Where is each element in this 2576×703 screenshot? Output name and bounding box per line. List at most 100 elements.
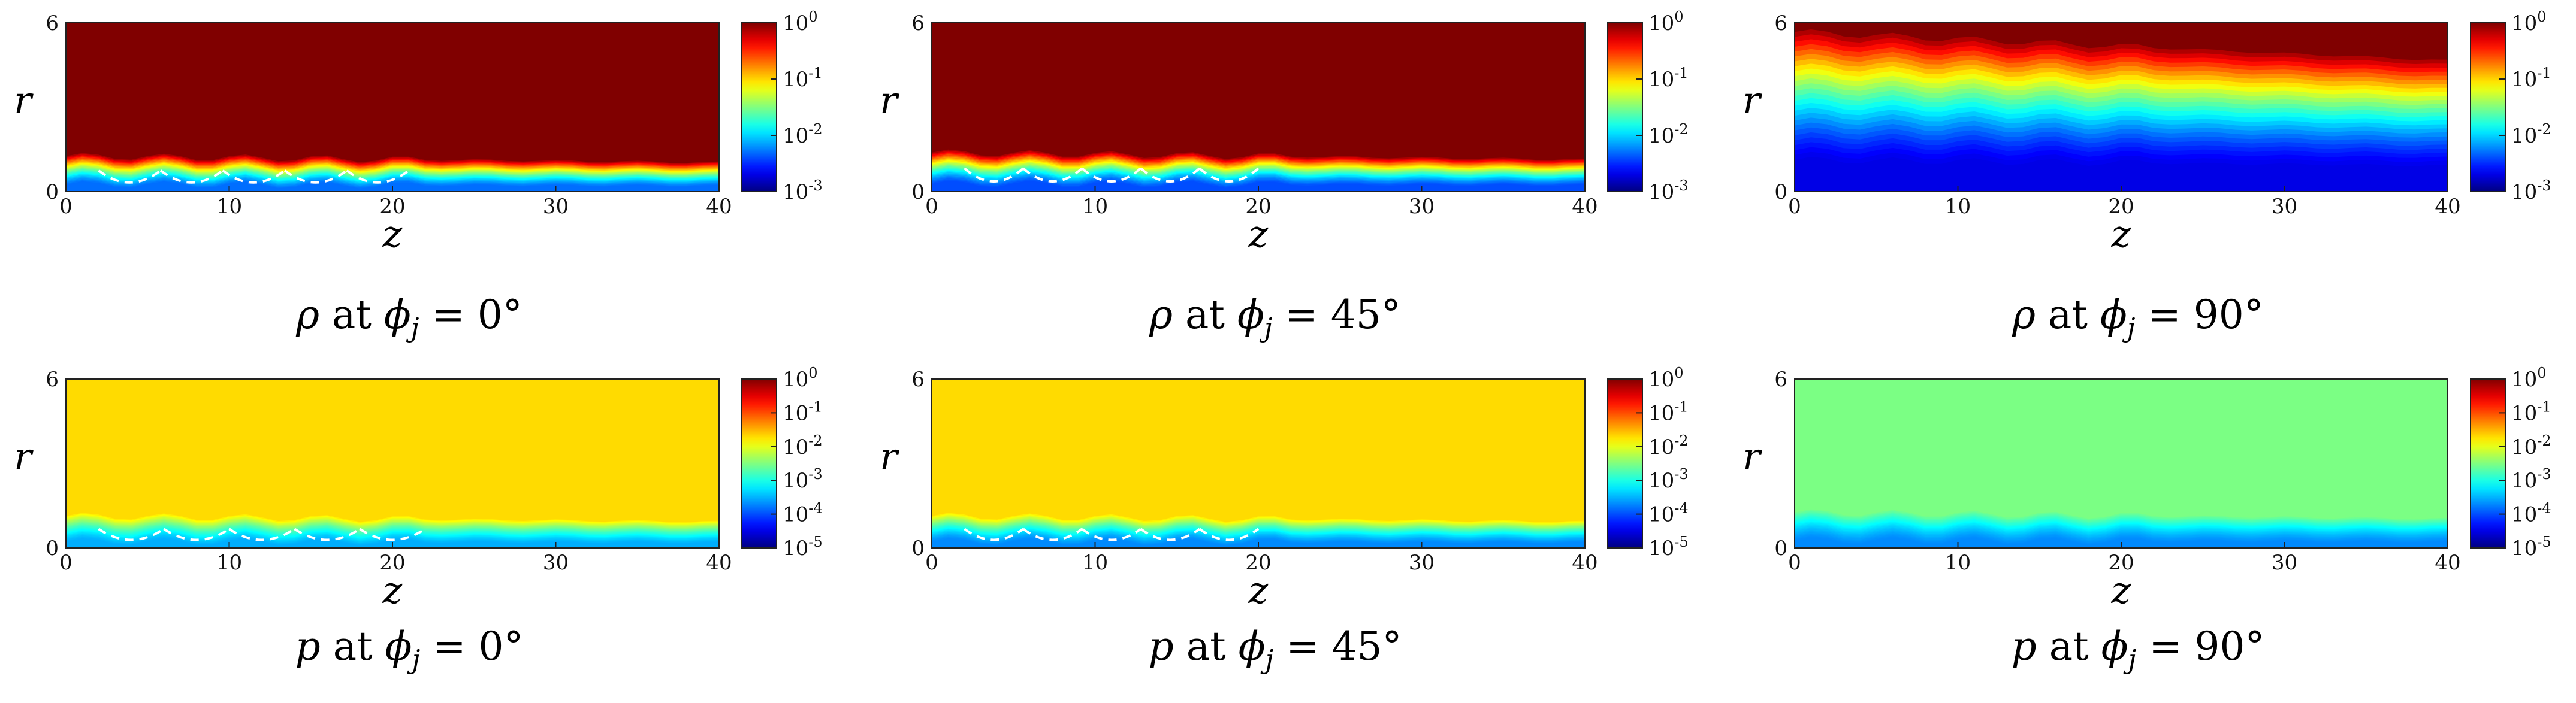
colorbar-tick-label: 10-1	[783, 398, 823, 425]
y-tick-label: 6	[911, 368, 925, 392]
x-tick-label: 10	[216, 195, 242, 219]
x-tick-label: 40	[706, 551, 732, 575]
y-tick-label: 6	[1774, 368, 1787, 392]
heatmap-panel-3: 0 10 20 30 40 0 6 z r 100 10-1 10-2 10-3 ρ at ϕj = 90…	[1743, 8, 2551, 343]
panel-caption: ρ at ϕj = 90°	[2012, 292, 2264, 343]
colorbar	[2470, 378, 2506, 549]
x-axis-label: z	[382, 568, 403, 612]
y-tick-label: 0	[1774, 537, 1787, 560]
y-axis-label: r	[1743, 78, 1762, 122]
colorbar-tick-label: 10-4	[2511, 500, 2551, 527]
colorbar	[741, 378, 777, 549]
colorbar-tick-label: 10-5	[783, 534, 823, 560]
colorbar-tick-label: 100	[1648, 365, 1684, 392]
heatmap-panel-6: 0 10 20 30 40 0 6 z r 100 10-1 10-2 10-3 10-4 10-5 p at…	[1743, 365, 2551, 675]
colorbar-tick-label: 100	[783, 8, 818, 35]
y-axis-label: r	[1743, 435, 1762, 478]
colorbar-tick-label: 10-2	[783, 432, 823, 459]
colorbar	[1607, 378, 1643, 549]
y-axis-label: r	[14, 78, 34, 122]
x-tick-label: 0	[925, 195, 938, 219]
colorbar-tick-label: 10-2	[2511, 121, 2551, 148]
x-tick-label: 30	[2272, 551, 2297, 575]
colorbar-tick-label: 100	[2511, 8, 2547, 35]
heatmap-panel-2: 0 10 20 30 40 0 6 z r 100 10-1 10-2 10-3 ρ at ϕj = 45…	[880, 8, 1688, 343]
x-tick-label: 20	[2108, 195, 2134, 219]
colorbar-tick-label: 10-1	[1648, 398, 1689, 425]
colorbar	[1607, 22, 1643, 192]
heatmap-panel-5: 0 10 20 30 40 0 6 z r 100 10-1 10-2 10-3 10-4 10-5 p at…	[880, 365, 1688, 675]
colorbar-tick-label: 10-5	[2511, 534, 2551, 560]
colorbar-tick-label: 10-2	[1648, 432, 1689, 459]
panel-caption: p at ϕj = 90°	[2012, 623, 2265, 675]
x-tick-label: 40	[1572, 551, 1597, 575]
x-tick-label: 40	[706, 195, 732, 219]
heatmap-panel-1: 0 10 20 30 40 0 6 z r 100 10-1 10-2 10-3 ρ at ϕj = 0°	[14, 8, 822, 343]
y-tick-label: 0	[911, 537, 925, 560]
panel-caption: p at ϕj = 0°	[295, 623, 523, 675]
y-tick-label: 6	[911, 11, 925, 35]
colorbar-tick-label: 10-3	[1648, 466, 1689, 493]
colorbar-tick-label: 10-3	[1648, 177, 1689, 204]
x-tick-label: 30	[543, 195, 569, 219]
colorbar-tick-label: 100	[783, 365, 818, 392]
y-axis-label: r	[14, 435, 34, 478]
colorbar-tick-label: 10-1	[2511, 65, 2551, 92]
x-tick-label: 30	[1409, 195, 1435, 219]
colorbar-tick-label: 10-3	[2511, 466, 2551, 493]
x-tick-label: 20	[1245, 195, 1271, 219]
x-tick-label: 0	[925, 551, 938, 575]
x-tick-label: 0	[1788, 551, 1801, 575]
x-tick-label: 10	[1082, 551, 1108, 575]
x-tick-label: 10	[1945, 551, 1971, 575]
shock-cell-dashes	[98, 169, 410, 184]
x-tick-label: 40	[2435, 551, 2460, 575]
x-tick-label: 20	[1245, 551, 1271, 575]
colorbar-tick-label: 10-2	[2511, 432, 2551, 459]
shock-cell-dashes	[964, 167, 1260, 183]
x-tick-label: 20	[379, 195, 405, 219]
colorbar-tick-label: 10-3	[783, 466, 823, 493]
x-axis-label: z	[2111, 568, 2131, 612]
x-tick-label: 30	[2272, 195, 2297, 219]
panel-caption: ρ at ϕj = 0°	[295, 292, 523, 343]
y-tick-label: 0	[911, 180, 925, 204]
colorbar	[741, 22, 777, 192]
x-tick-label: 0	[1788, 195, 1801, 219]
x-tick-label: 10	[1945, 195, 1971, 219]
colorbar-tick-label: 10-3	[2511, 177, 2551, 204]
y-tick-label: 0	[46, 180, 59, 204]
x-tick-label: 40	[1572, 195, 1597, 219]
colorbar-tick-label: 10-1	[1648, 65, 1689, 92]
colorbar-tick-label: 100	[1648, 8, 1684, 35]
shock-cell-dashes	[98, 528, 426, 541]
y-tick-label: 0	[46, 537, 59, 560]
x-tick-label: 30	[543, 551, 569, 575]
x-tick-label: 40	[2435, 195, 2460, 219]
x-tick-label: 20	[2108, 551, 2134, 575]
y-tick-label: 6	[46, 368, 59, 392]
field-contour	[1795, 156, 2448, 192]
colorbar-tick-label: 10-1	[783, 65, 823, 92]
x-axis-label: z	[1248, 568, 1269, 612]
colorbar-tick-label: 100	[2511, 365, 2547, 392]
colorbar-tick-label: 10-5	[1648, 534, 1689, 560]
x-tick-label: 0	[59, 195, 73, 219]
panel-caption: p at ϕj = 45°	[1149, 623, 1402, 675]
x-tick-label: 20	[379, 551, 405, 575]
x-tick-label: 10	[1082, 195, 1108, 219]
heatmap-panel-4: 0 10 20 30 40 0 6 z r 100 10-1 10-2 10-3 10-4 10-5 p at…	[14, 365, 822, 675]
x-axis-label: z	[1248, 212, 1269, 256]
x-axis-label: z	[382, 212, 403, 256]
y-tick-label: 6	[1774, 11, 1787, 35]
y-axis-label: r	[880, 435, 899, 478]
y-tick-label: 6	[46, 11, 59, 35]
colorbar-tick-label: 10-3	[783, 177, 823, 204]
x-tick-label: 10	[216, 551, 242, 575]
colorbar	[2470, 22, 2506, 192]
x-tick-label: 30	[1409, 551, 1435, 575]
colorbar-tick-label: 10-4	[1648, 500, 1689, 527]
colorbar-tick-label: 10-1	[2511, 398, 2551, 425]
shock-cell-dashes	[964, 528, 1260, 541]
